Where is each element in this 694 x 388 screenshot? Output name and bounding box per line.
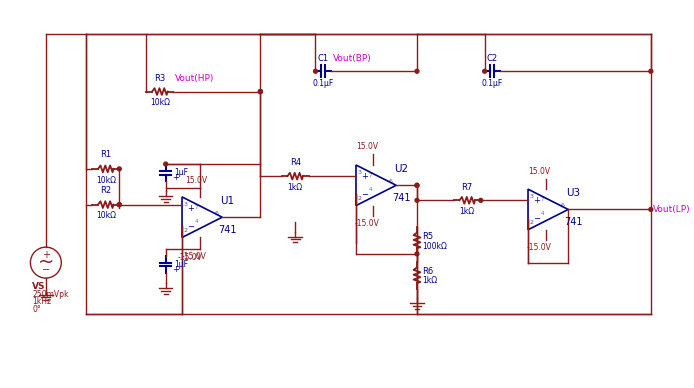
Text: 3: 3 xyxy=(184,202,188,207)
Circle shape xyxy=(415,252,419,256)
Text: 4: 4 xyxy=(195,219,198,223)
Text: 0°: 0° xyxy=(33,305,41,314)
Circle shape xyxy=(415,69,419,73)
Circle shape xyxy=(649,208,653,211)
Text: 0.1μF: 0.1μF xyxy=(312,79,334,88)
Text: 6: 6 xyxy=(561,203,564,208)
Text: 15.0V: 15.0V xyxy=(185,176,207,185)
Text: −: − xyxy=(361,190,368,199)
Circle shape xyxy=(258,90,262,94)
Text: C2: C2 xyxy=(486,54,498,62)
Text: 741: 741 xyxy=(564,217,582,227)
Text: 6: 6 xyxy=(389,179,392,184)
Text: 100kΩ: 100kΩ xyxy=(422,242,447,251)
Circle shape xyxy=(415,184,419,187)
Text: 10kΩ: 10kΩ xyxy=(96,211,116,220)
Text: R5: R5 xyxy=(422,232,433,241)
Text: 1kΩ: 1kΩ xyxy=(459,207,475,216)
Text: 3: 3 xyxy=(358,170,362,175)
Text: 4: 4 xyxy=(369,187,373,192)
Text: ~: ~ xyxy=(37,253,54,272)
Text: −: − xyxy=(187,222,194,231)
Text: 0.1μF: 0.1μF xyxy=(482,79,503,88)
Circle shape xyxy=(415,184,419,187)
Text: C1: C1 xyxy=(318,54,329,62)
Text: 1kHz: 1kHz xyxy=(33,298,51,307)
Text: Vout(BP): Vout(BP) xyxy=(333,54,372,62)
Text: U2: U2 xyxy=(393,164,408,174)
Text: Vout(LP): Vout(LP) xyxy=(653,205,691,214)
Circle shape xyxy=(649,69,653,73)
Text: −: − xyxy=(533,214,540,223)
Text: 1μF: 1μF xyxy=(174,260,188,269)
Text: -15.0V: -15.0V xyxy=(354,219,379,228)
Circle shape xyxy=(258,90,262,94)
Text: R3: R3 xyxy=(154,74,165,83)
Text: 2: 2 xyxy=(530,220,534,225)
Text: 6: 6 xyxy=(214,211,219,216)
Text: +: + xyxy=(42,250,50,260)
Text: 7: 7 xyxy=(195,205,198,210)
Text: R1: R1 xyxy=(100,150,111,159)
Circle shape xyxy=(164,162,168,166)
Text: R2: R2 xyxy=(100,186,111,195)
Text: +: + xyxy=(172,173,179,182)
Circle shape xyxy=(483,69,486,73)
Circle shape xyxy=(314,69,317,73)
Text: 3: 3 xyxy=(530,194,534,199)
Text: 4: 4 xyxy=(541,211,544,216)
Text: −: − xyxy=(42,265,50,275)
Text: 741: 741 xyxy=(392,193,410,203)
Text: U3: U3 xyxy=(566,188,580,198)
Text: 2: 2 xyxy=(184,228,188,233)
Text: VS: VS xyxy=(33,282,46,291)
Text: 15.0V: 15.0V xyxy=(528,166,550,176)
Text: 250mVpk: 250mVpk xyxy=(33,290,69,299)
Text: 1μF: 1μF xyxy=(174,168,188,177)
Text: -15.0V: -15.0V xyxy=(182,252,207,261)
Text: +: + xyxy=(361,171,368,181)
Text: +: + xyxy=(187,204,194,213)
Circle shape xyxy=(415,198,419,202)
Circle shape xyxy=(479,198,483,202)
Text: +: + xyxy=(533,196,540,205)
Circle shape xyxy=(117,167,121,171)
Text: R7: R7 xyxy=(462,183,473,192)
Text: 15.0V: 15.0V xyxy=(356,142,378,151)
Text: 1kΩ: 1kΩ xyxy=(422,277,437,286)
Text: -15.0V: -15.0V xyxy=(178,253,202,262)
Text: 1kΩ: 1kΩ xyxy=(287,183,303,192)
Text: +: + xyxy=(172,265,179,274)
Circle shape xyxy=(258,90,262,94)
Text: 7: 7 xyxy=(369,173,373,178)
Text: -15.0V: -15.0V xyxy=(526,243,551,252)
Text: R6: R6 xyxy=(422,267,433,276)
Circle shape xyxy=(117,203,121,206)
Text: 7: 7 xyxy=(541,197,544,202)
Text: 2: 2 xyxy=(358,196,362,201)
Circle shape xyxy=(117,203,121,206)
Text: 10kΩ: 10kΩ xyxy=(150,98,170,107)
Text: U1: U1 xyxy=(220,196,234,206)
Text: 741: 741 xyxy=(218,225,237,235)
Text: R4: R4 xyxy=(289,158,301,168)
Text: Vout(HP): Vout(HP) xyxy=(176,74,214,83)
Text: 10kΩ: 10kΩ xyxy=(96,176,116,185)
